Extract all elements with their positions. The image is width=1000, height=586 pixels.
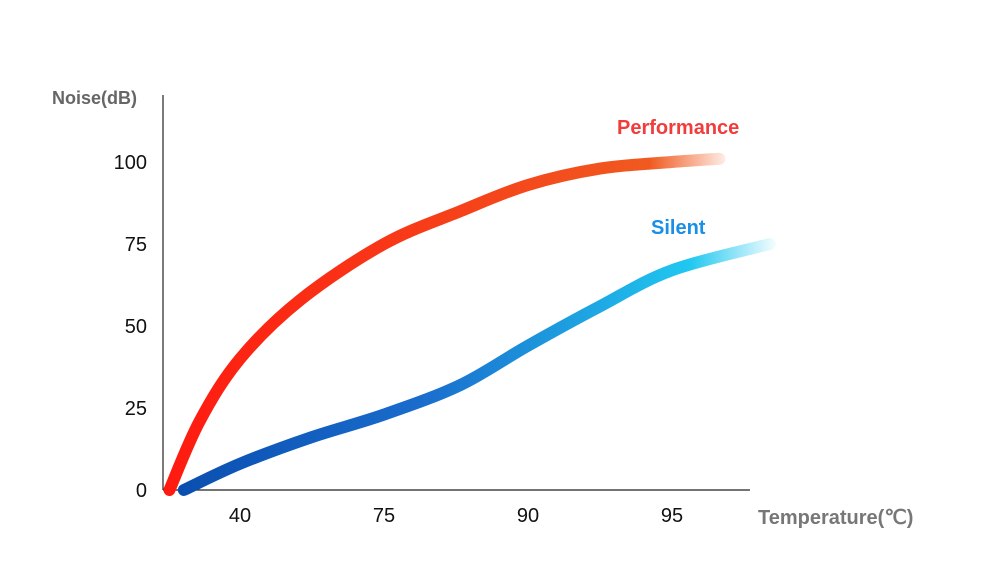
- performance-label: Performance: [617, 117, 739, 139]
- x-tick-label: 40: [229, 505, 251, 527]
- y-tick-label: 100: [114, 152, 147, 174]
- silent-label: Silent: [651, 217, 706, 239]
- x-tick-label: 90: [517, 505, 539, 527]
- x-tick-label: 75: [373, 505, 395, 527]
- y-tick-label: 75: [125, 234, 147, 256]
- y-axis-label: Noise(dB): [52, 88, 137, 108]
- silent-line: [177, 238, 776, 496]
- y-tick-label: 0: [136, 480, 147, 502]
- x-axis-label: Temperature(℃): [758, 507, 913, 529]
- y-tick-label: 50: [125, 316, 147, 338]
- performance-line: [163, 152, 726, 496]
- x-tick-label: 95: [661, 505, 683, 527]
- y-tick-label: 25: [125, 398, 147, 420]
